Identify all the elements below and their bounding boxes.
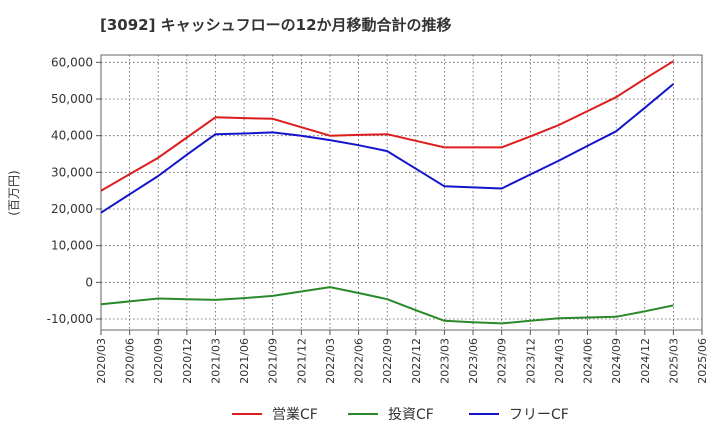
- series-lines: [100, 60, 675, 325]
- x-tick-label: 2023/09: [496, 338, 509, 384]
- legend: 営業CF 投資CF フリーCF: [232, 407, 569, 423]
- series-line-3: [100, 83, 675, 214]
- x-tick-label: 2023/06: [467, 338, 480, 384]
- x-tick-label: 2020/09: [152, 338, 165, 384]
- series-line-1: [100, 60, 674, 192]
- y-tick-label: 20,000: [51, 202, 93, 216]
- chart-title: [3092] キャッシュフローの12か月移動合計の推移: [100, 16, 452, 34]
- x-tick-label: 2020/03: [95, 338, 108, 384]
- x-tick-label: 2023/03: [438, 338, 451, 384]
- x-tick-label: 2021/12: [295, 338, 308, 384]
- y-axis: -10,000 0 10,000 20,000 30,000 40,000 50,000 60…: [47, 55, 101, 326]
- y-axis-label: (百万円): [7, 170, 21, 215]
- x-tick-label: 2024/06: [582, 338, 595, 384]
- x-tick-label: 2023/12: [524, 338, 537, 384]
- x-tick-label: 2021/09: [267, 338, 280, 384]
- x-tick-label: 2024/12: [639, 338, 652, 384]
- x-tick-label: 2024/09: [610, 338, 623, 384]
- x-tick-label: 2021/06: [238, 338, 251, 384]
- legend-label: フリーCF: [509, 407, 569, 423]
- series-line-2: [100, 286, 674, 325]
- x-tick-label: 2025/03: [667, 338, 680, 384]
- x-tick-label: 2020/06: [124, 338, 137, 384]
- y-tick-label: 60,000: [51, 55, 93, 69]
- x-tick-label: 2021/03: [209, 338, 222, 384]
- x-tick-label: 2022/12: [410, 338, 423, 384]
- x-tick-label: 2020/12: [181, 338, 194, 384]
- y-tick-label: -10,000: [47, 312, 93, 326]
- x-tick-label: 2022/06: [353, 338, 366, 384]
- x-tick-label: 2022/09: [381, 338, 394, 384]
- x-tick-label: 2024/03: [553, 338, 566, 384]
- x-axis: 2020/03 2020/06 2020/09 2020/12 2021/03 2021/…: [95, 330, 709, 384]
- plot-area: [100, 54, 703, 331]
- y-tick-label: 10,000: [51, 239, 93, 253]
- grid: [100, 55, 703, 330]
- x-tick-label: 2022/03: [324, 338, 337, 384]
- x-tick-label: 2025/06: [696, 338, 709, 384]
- legend-label: 営業CF: [272, 407, 318, 423]
- legend-label: 投資CF: [388, 407, 434, 423]
- y-tick-label: 30,000: [51, 165, 93, 179]
- y-tick-label: 40,000: [51, 129, 93, 143]
- y-tick-label: 50,000: [51, 92, 93, 106]
- y-tick-label: 0: [85, 275, 93, 289]
